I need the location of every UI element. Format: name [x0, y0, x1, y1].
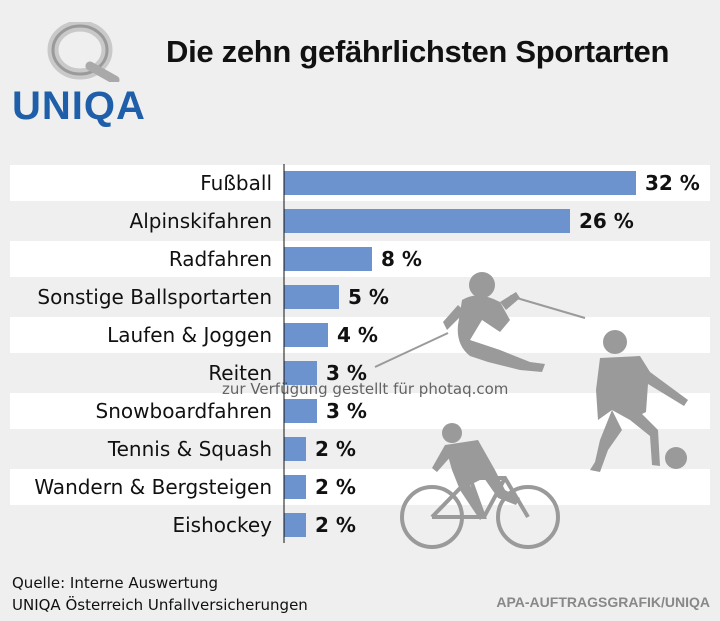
- row-stripe: [10, 393, 710, 429]
- category-label: Fußball: [200, 171, 272, 195]
- value-label: 26 %: [579, 209, 634, 233]
- category-labels: Fußball Alpinskifahren Radfahren Sonstige B…: [34, 171, 272, 537]
- sport-illustrations: [374, 272, 688, 549]
- value-label: 2 %: [315, 513, 356, 537]
- uniqa-logo-word: UNIQA: [12, 84, 146, 128]
- value-label: 2 %: [315, 475, 356, 499]
- value-label: 2 %: [315, 437, 356, 461]
- skier-silhouette-icon: [374, 272, 586, 372]
- bar: [284, 209, 570, 233]
- value-label: 5 %: [348, 285, 389, 309]
- value-labels: 32 % 26 % 8 % 5 % 4 % 3 % 3 % 2 % 2 % 2 %: [315, 171, 700, 537]
- category-label: Wandern & Bergsteigen: [34, 475, 272, 499]
- bar: [284, 399, 317, 423]
- row-stripe: [10, 317, 710, 353]
- bar: [284, 361, 317, 385]
- value-label: 4 %: [337, 323, 378, 347]
- category-label: Eishockey: [172, 513, 272, 537]
- bar: [284, 171, 636, 195]
- source-note: Quelle: Interne Auswertung UNIQA Österre…: [12, 572, 308, 616]
- category-label: Alpinskifahren: [130, 209, 272, 233]
- graphic-credit: APA-AUFTRAGSGRAFIK/UNIQA: [496, 594, 710, 610]
- category-label: Radfahren: [169, 247, 272, 271]
- value-label: 32 %: [645, 171, 700, 195]
- bar: [284, 437, 306, 461]
- soccer-player-silhouette-icon: [590, 330, 688, 472]
- uniqa-logo: UNIQA: [10, 22, 150, 132]
- cyclist-silhouette-icon: [400, 423, 560, 549]
- bar: [284, 323, 328, 347]
- uniqa-logo-mark-icon: [47, 22, 120, 82]
- bars: [284, 171, 636, 537]
- bar: [284, 247, 372, 271]
- category-label: Tennis & Squash: [107, 437, 272, 461]
- category-label: Snowboardfahren: [96, 399, 272, 423]
- watermark: zur Verfügung gestellt für photaq.com: [222, 380, 509, 398]
- category-label: Laufen & Joggen: [107, 323, 272, 347]
- value-label: 8 %: [381, 247, 422, 271]
- bar: [284, 475, 306, 499]
- value-label: 3 %: [326, 361, 367, 385]
- value-label: 3 %: [326, 399, 367, 423]
- bar: [284, 285, 339, 309]
- category-label: Reiten: [208, 361, 272, 385]
- chart-title: Die zehn gefährlichsten Sportarten: [166, 34, 670, 69]
- category-label: Sonstige Ballsportarten: [37, 285, 272, 309]
- source-line-1: Quelle: Interne Auswertung: [12, 574, 219, 592]
- bar: [284, 513, 306, 537]
- row-stripe: [10, 469, 710, 505]
- source-line-2: UNIQA Österreich Unfallversicherungen: [12, 596, 308, 614]
